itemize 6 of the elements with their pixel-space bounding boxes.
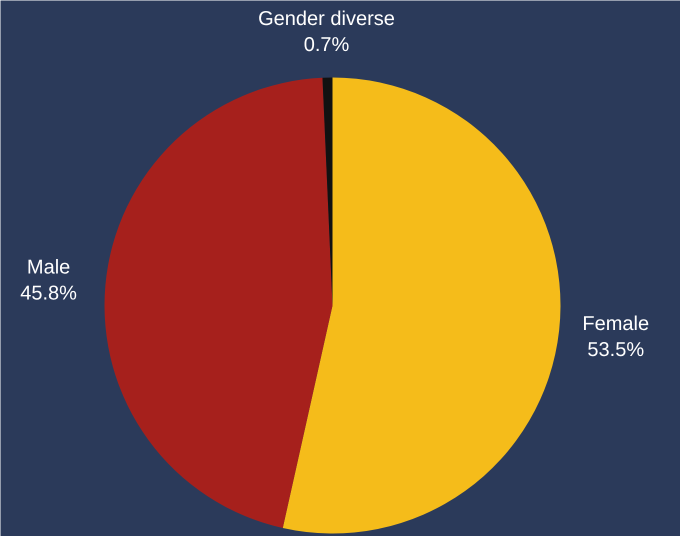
- slice-label: Male: [26, 256, 70, 278]
- data-label: 0.7%: [304, 34, 350, 56]
- data-label: 45.8%: [20, 282, 78, 304]
- slice-label: Gender diverse: [258, 8, 395, 30]
- slice-label: Female: [582, 312, 650, 335]
- data-label: 53.5%: [587, 338, 644, 361]
